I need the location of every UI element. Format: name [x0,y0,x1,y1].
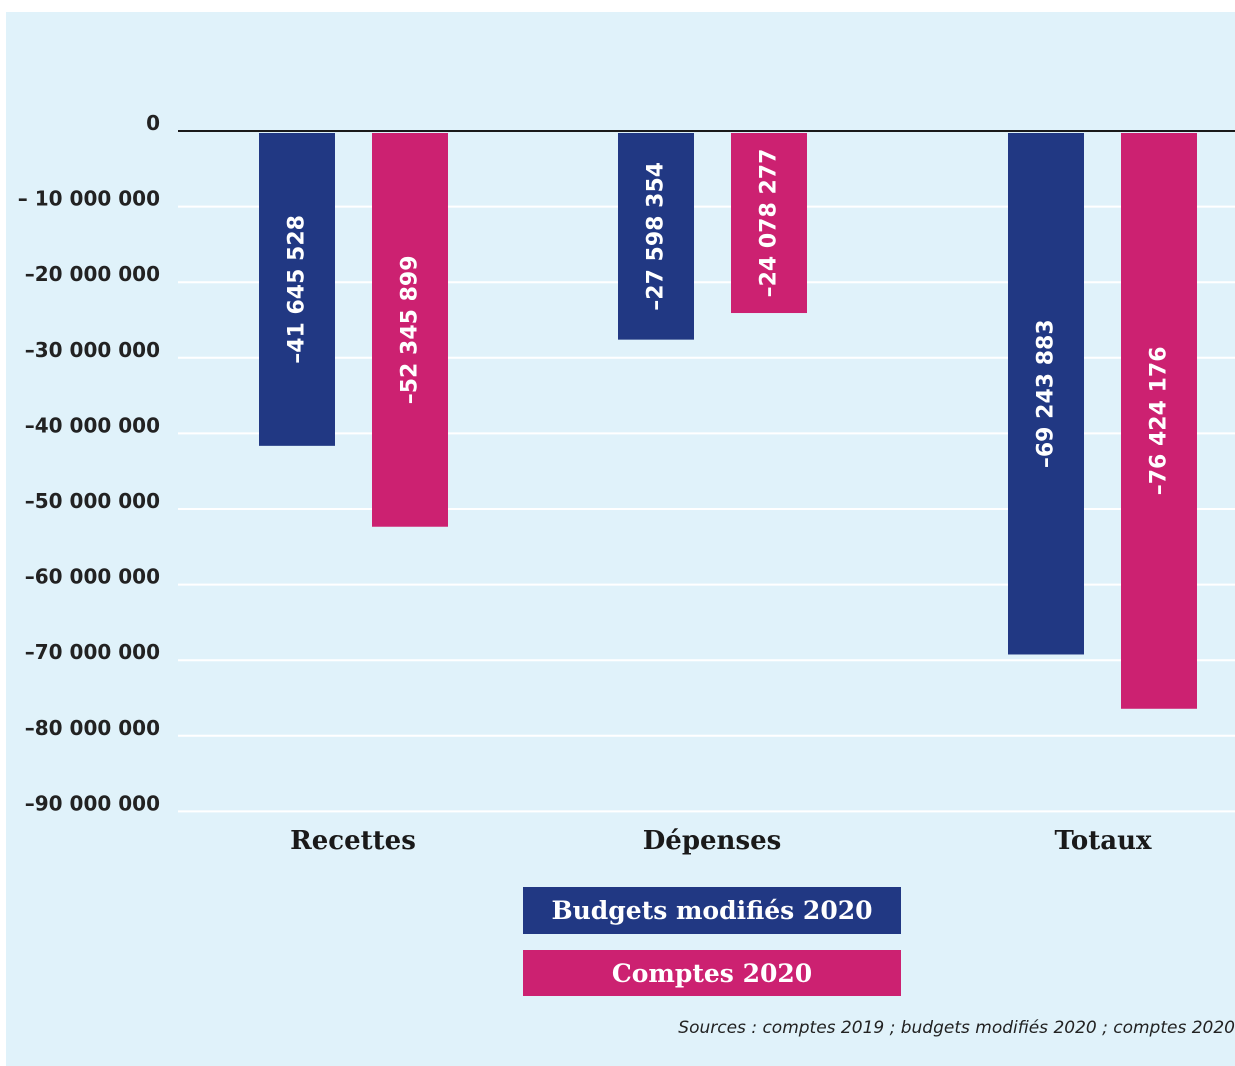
bar [618,133,694,340]
bar [259,133,335,446]
data-label: –76 424 176 [1147,346,1172,495]
data-label: –52 345 899 [398,255,423,404]
y-tick-label: –30 000 000 [25,338,160,362]
y-tick-label: –70 000 000 [25,640,160,664]
x-category-label: Totaux [1055,826,1152,856]
data-label: –69 243 883 [1034,319,1059,468]
data-label: –41 645 528 [285,215,310,364]
y-tick-label: –90 000 000 [25,791,160,815]
y-tick-label: 0 [146,111,160,135]
x-category-label: Recettes [290,826,416,856]
y-tick-label: – 10 000 000 [18,187,160,211]
legend-label-budgets: Budgets modifiés 2020 [551,896,873,925]
bar [1008,133,1084,655]
y-tick-label: –50 000 000 [25,489,160,513]
legend-label-comptes: Comptes 2020 [611,958,813,988]
y-tick-label: –80 000 000 [25,716,160,740]
data-label: –27 598 354 [644,162,669,311]
bar [372,133,448,527]
y-tick-label: –40 000 000 [25,413,160,437]
legend-budgets: Budgets modifiés 2020 [523,887,901,934]
bar [1121,133,1197,709]
legend-comptes: Comptes 2020 [523,950,901,996]
y-tick-label: –20 000 000 [25,262,160,286]
data-label: –24 078 277 [757,149,782,298]
y-tick-label: –60 000 000 [25,565,160,589]
bar [731,133,807,314]
x-category-label: Dépenses [643,826,782,856]
source-note: Sources : comptes 2019 ; budgets modifié… [678,1018,1235,1038]
